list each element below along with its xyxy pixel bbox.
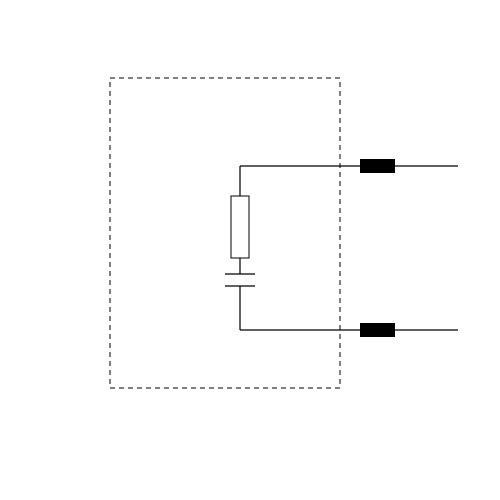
resistor-body: [231, 196, 249, 258]
terminal-bot: [360, 323, 395, 337]
terminal-top: [360, 159, 395, 173]
background: [0, 0, 500, 500]
circuit-diagram: [0, 0, 500, 500]
